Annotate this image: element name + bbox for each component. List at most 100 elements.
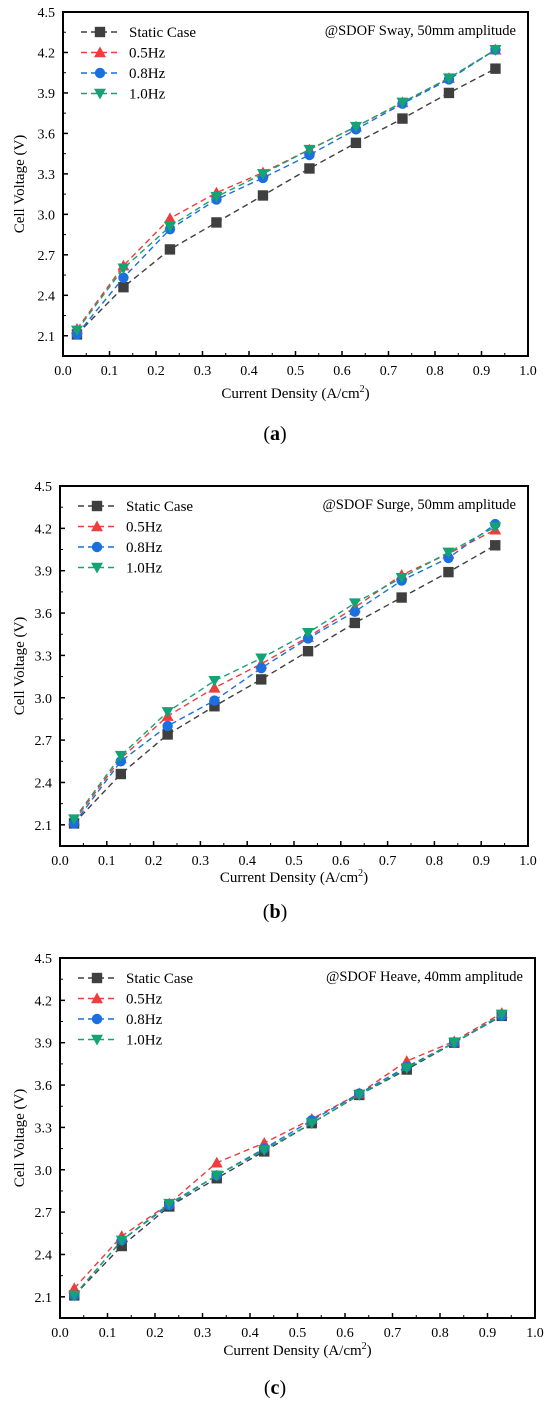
data-point — [210, 192, 223, 203]
plot-frame — [62, 11, 529, 357]
series-line-3 — [73, 526, 496, 820]
x-tick-label: 0.3 — [194, 1326, 212, 1341]
annotation: @SDOF Heave, 40mm amplitude — [326, 969, 523, 985]
annotation: @SDOF Sway, 50mm amplitude — [325, 23, 516, 39]
data-point — [68, 1290, 81, 1302]
x-axis-label: Current Density (A/cm2) — [220, 868, 368, 886]
data-point — [68, 814, 81, 826]
x-tick-label: 1.0 — [519, 364, 537, 379]
y-tick-label: 3.0 — [35, 1164, 53, 1179]
chart-panel-b: 0.0 0.1 0.2 0.3 0.4 0.5 0.6 0.7 0.8 0.9 1.0 2.1 2.4 2… — [0, 472, 550, 944]
y-tick-label: 4.2 — [35, 522, 53, 537]
y-tick-label: 2.1 — [38, 330, 56, 345]
x-tick-label: 0.0 — [54, 364, 72, 379]
y-tick-label: 2.1 — [35, 1291, 53, 1306]
data-point — [161, 707, 174, 718]
data-point — [256, 662, 267, 674]
series-line-3 — [73, 1013, 503, 1296]
legend-marker — [91, 562, 103, 574]
legend-marker — [91, 500, 103, 512]
data-point — [209, 695, 220, 706]
data-point — [117, 263, 130, 275]
legend-label: 1.0Hz — [129, 87, 166, 103]
legend-marker — [91, 541, 103, 553]
chart-c: 0.0 0.1 0.2 0.3 0.4 0.5 0.6 0.7 0.8 0.9 1.0 2.1 2.4 2… — [12, 952, 544, 1399]
y-tick-label: 3.6 — [35, 607, 53, 622]
series-line-2 — [73, 1015, 503, 1296]
data-point — [114, 750, 127, 762]
y-tick-label: 4.5 — [35, 480, 53, 495]
data-point — [257, 190, 269, 201]
y-axis-label: Cell Voltage (V) — [12, 135, 28, 234]
data-point — [490, 63, 501, 74]
data-point — [163, 212, 176, 224]
data-point — [115, 768, 127, 780]
y-tick-label: 2.4 — [38, 289, 56, 304]
x-tick-label: 0.0 — [51, 1326, 69, 1341]
data-point — [118, 272, 129, 283]
y-tick-label: 3.0 — [38, 208, 56, 223]
data-point — [350, 137, 362, 149]
x-tick-label: 0.9 — [473, 364, 491, 379]
x-tick-label: 0.8 — [426, 854, 444, 869]
series-line-0 — [76, 68, 496, 335]
legend-marker — [94, 26, 106, 38]
data-point — [118, 282, 129, 293]
series-line-3 — [76, 49, 496, 331]
chart-b: 0.0 0.1 0.2 0.3 0.4 0.5 0.6 0.7 0.8 0.9 1.0 2.1 2.4 2… — [12, 480, 537, 923]
y-tick-label: 2.7 — [38, 249, 56, 264]
y-tick-label: 2.7 — [35, 1206, 53, 1221]
legend-marker — [91, 1013, 103, 1025]
data-point — [162, 720, 173, 732]
data-point — [489, 44, 502, 56]
x-tick-label: 0.7 — [380, 364, 398, 379]
data-point — [489, 522, 502, 533]
data-point — [209, 701, 220, 712]
data-point — [442, 547, 455, 559]
figure-caption: (a) — [263, 423, 286, 445]
y-tick-label: 4.5 — [35, 952, 53, 967]
y-tick-label: 4.5 — [38, 6, 56, 21]
x-tick-label: 0.2 — [145, 854, 163, 869]
y-tick-label: 2.4 — [35, 1248, 53, 1263]
x-tick-label: 0.4 — [241, 1326, 259, 1341]
x-axis-label: Current Density (A/cm2) — [221, 384, 369, 402]
x-tick-label: 0.6 — [336, 1326, 354, 1341]
x-tick-label: 0.9 — [479, 1326, 497, 1341]
data-point — [448, 1037, 461, 1049]
x-tick-label: 0.5 — [285, 854, 303, 869]
series-line-0 — [73, 1015, 503, 1296]
data-point — [162, 729, 173, 740]
x-tick-label: 0.2 — [147, 364, 165, 379]
data-point — [396, 97, 409, 109]
x-tick-label: 0.1 — [99, 1326, 117, 1341]
data-point — [208, 681, 221, 693]
series-line-1 — [73, 529, 496, 822]
legend-label: 0.8Hz — [129, 66, 166, 82]
legend-marker — [91, 992, 103, 1004]
legend-label: 0.8Hz — [126, 540, 163, 556]
data-point — [396, 592, 407, 603]
y-tick-label: 3.6 — [35, 1079, 53, 1094]
x-tick-label: 0.8 — [431, 1326, 449, 1341]
data-point — [305, 1118, 318, 1130]
y-tick-label: 3.3 — [35, 649, 53, 664]
x-tick-label: 0.9 — [472, 854, 490, 869]
legend-marker — [91, 520, 103, 532]
data-point — [443, 87, 455, 99]
legend-label: 0.5Hz — [126, 520, 163, 536]
y-axis-label: Cell Voltage (V) — [12, 1089, 28, 1188]
y-tick-label: 3.3 — [38, 168, 56, 183]
data-point — [115, 1235, 128, 1247]
data-point — [256, 169, 269, 180]
legend-marker — [94, 88, 106, 100]
annotation: @SDOF Surge, 50mm amplitude — [322, 497, 516, 513]
data-point — [348, 598, 361, 610]
data-point — [349, 121, 362, 133]
data-point — [304, 163, 315, 174]
figure-caption: (c) — [264, 1377, 286, 1399]
x-tick-label: 0.6 — [333, 364, 351, 379]
legend-label: Static Case — [129, 25, 196, 41]
data-point — [210, 1170, 223, 1182]
y-tick-label: 3.9 — [35, 1037, 53, 1052]
